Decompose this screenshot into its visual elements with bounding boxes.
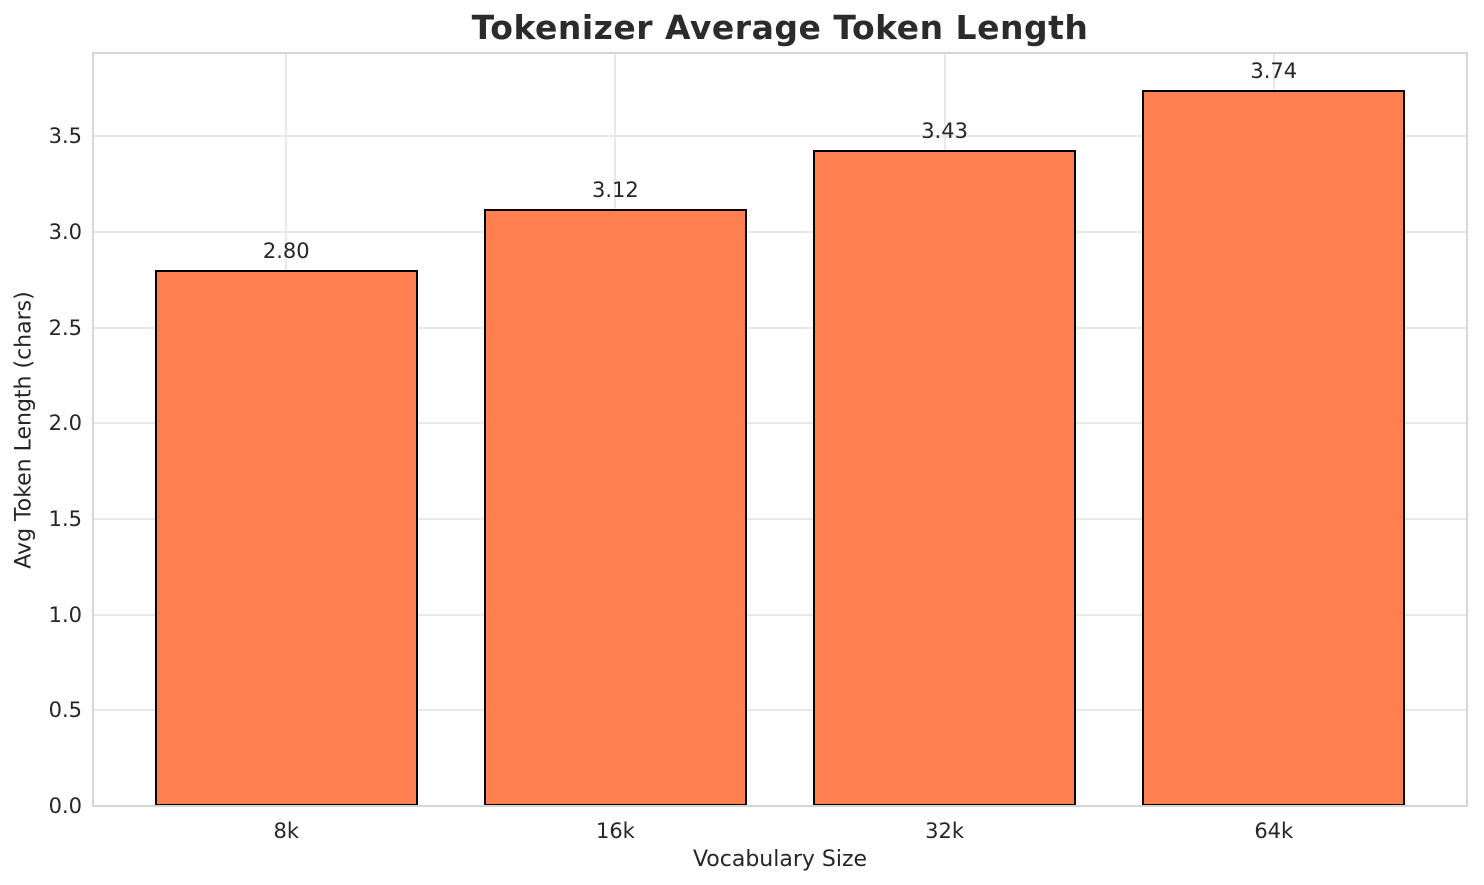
bar-value-label: 2.80 bbox=[262, 239, 310, 264]
y-axis-label: Avg Token Length (chars) bbox=[11, 291, 37, 569]
y-tick-label: 0.5 bbox=[48, 698, 82, 723]
bar-value-label: 3.43 bbox=[921, 118, 968, 143]
h-gridline bbox=[92, 135, 1468, 138]
y-tick-label: 3.5 bbox=[48, 124, 82, 149]
h-gridline bbox=[92, 230, 1468, 233]
h-gridline bbox=[92, 517, 1468, 520]
x-tick-label: 64k bbox=[1254, 819, 1294, 843]
x-axis-label: Vocabulary Size bbox=[692, 847, 868, 872]
y-tick-label: 3.0 bbox=[48, 219, 82, 244]
chart-title: Tokenizer Average Token Length bbox=[471, 8, 1089, 47]
y-axis-label-container: Avg Token Length (chars) bbox=[10, 291, 38, 568]
y-tick-label: 2.0 bbox=[48, 411, 82, 436]
h-gridline bbox=[92, 326, 1468, 329]
bar-value-label: 3.12 bbox=[592, 177, 639, 202]
plot-spine-left bbox=[92, 52, 94, 807]
h-gridline bbox=[92, 422, 1468, 425]
y-tick-label: 0.0 bbox=[48, 794, 82, 818]
h-gridline bbox=[92, 709, 1468, 712]
plot-spine-bottom bbox=[92, 805, 1468, 807]
bar-value-label: 3.74 bbox=[1250, 59, 1298, 84]
bar-32k bbox=[812, 149, 1077, 806]
bar-8k bbox=[154, 270, 418, 806]
x-tick-label: 16k bbox=[595, 819, 635, 843]
x-tick-label: 8k bbox=[273, 819, 299, 843]
y-tick-label: 1.5 bbox=[48, 506, 82, 531]
y-tick-label: 1.0 bbox=[48, 602, 82, 627]
y-tick-label: 2.5 bbox=[48, 315, 82, 340]
h-gridline bbox=[92, 613, 1468, 616]
x-tick-label: 32k bbox=[925, 819, 965, 843]
plot-spine-right bbox=[1466, 52, 1468, 807]
bar-64k bbox=[1142, 90, 1406, 806]
bar-16k bbox=[483, 208, 748, 806]
plot-spine-top bbox=[92, 52, 1468, 54]
